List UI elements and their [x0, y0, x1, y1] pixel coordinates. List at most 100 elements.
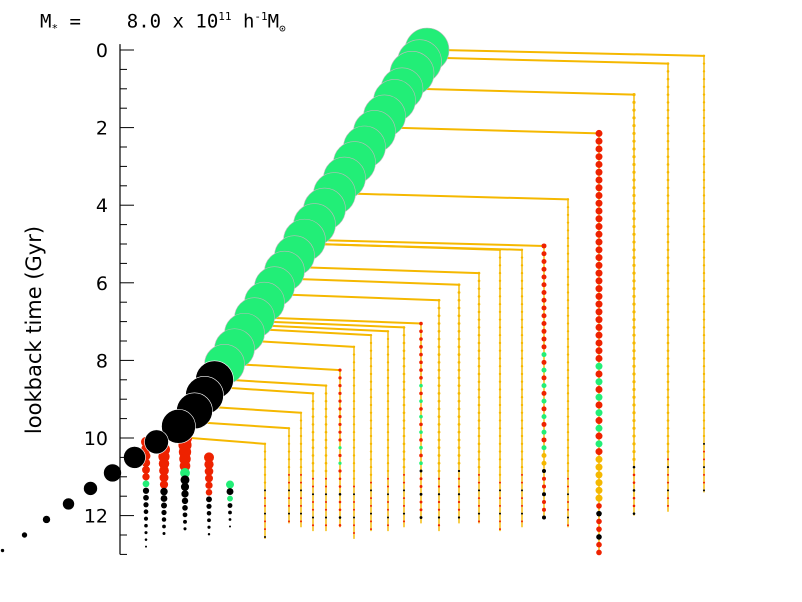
progenitor-point	[595, 432, 603, 440]
progenitor-point	[666, 403, 670, 407]
progenitor-point	[702, 427, 706, 430]
progenitor-point	[324, 446, 328, 450]
progenitor-point	[541, 352, 547, 358]
progenitor-point	[264, 489, 266, 492]
progenitor-point	[419, 445, 423, 450]
progenitor-point	[632, 116, 636, 120]
progenitor-point	[324, 485, 328, 488]
progenitor-point	[324, 399, 328, 403]
progenitor-point	[498, 310, 502, 314]
progenitor-point	[437, 500, 441, 504]
progenitor-point	[595, 129, 603, 137]
progenitor-point	[632, 473, 636, 477]
progenitor-point	[595, 192, 603, 199]
progenitor-point	[352, 345, 356, 349]
progenitor-point	[520, 295, 524, 298]
progenitor-point	[324, 516, 328, 519]
progenitor-point	[520, 396, 524, 399]
progenitor-point	[419, 376, 423, 380]
clump-point	[159, 480, 169, 489]
progenitor-point	[702, 77, 706, 81]
main-branch-point	[0, 548, 5, 553]
progenitor-point	[595, 285, 603, 293]
progenitor-point	[477, 465, 481, 469]
progenitor-point	[369, 357, 373, 360]
progenitor-point	[287, 465, 291, 469]
progenitor-point	[632, 457, 636, 461]
progenitor-point	[666, 147, 670, 151]
progenitor-point	[352, 430, 356, 434]
progenitor-point	[353, 532, 355, 535]
main-branch-point	[62, 497, 75, 511]
progenitor-point	[632, 333, 636, 337]
progenitor-point	[370, 481, 372, 484]
y-tick-label: 0	[96, 40, 108, 62]
progenitor-point	[632, 387, 636, 392]
progenitor-point	[702, 326, 706, 329]
progenitor-point	[299, 450, 303, 453]
y-tick-label: 2	[96, 118, 108, 140]
progenitor-point	[595, 401, 603, 409]
progenitor-point	[263, 481, 267, 484]
progenitor-point	[264, 497, 266, 500]
progenitor-point	[499, 497, 501, 500]
progenitor-point	[702, 108, 706, 112]
progenitor-point	[311, 446, 315, 450]
progenitor-point	[311, 477, 315, 480]
progenitor-point	[566, 376, 570, 380]
progenitor-point	[477, 450, 481, 453]
progenitor-point	[419, 453, 423, 458]
progenitor-point	[566, 260, 570, 263]
progenitor-point	[541, 460, 547, 466]
progenitor-point	[457, 485, 461, 488]
progenitor-point	[541, 297, 547, 303]
progenitor-point	[632, 489, 636, 492]
progenitor-point	[300, 473, 302, 476]
progenitor-point	[288, 512, 290, 515]
main-branch-point	[144, 429, 169, 455]
merge-line	[300, 266, 480, 275]
progenitor-point	[324, 407, 328, 411]
progenitor-point	[666, 411, 670, 415]
progenitor-point	[520, 287, 524, 290]
progenitor-point	[324, 392, 328, 395]
progenitor-point	[477, 333, 481, 337]
progenitor-point	[595, 184, 603, 192]
main-branch-point	[83, 481, 98, 496]
progenitor-point	[498, 427, 502, 430]
merge-line	[283, 293, 440, 302]
progenitor-point	[595, 238, 603, 246]
progenitor-point	[370, 504, 372, 507]
clump-point	[181, 497, 189, 505]
progenitor-point	[666, 357, 670, 360]
progenitor-point	[402, 465, 406, 469]
progenitor-point	[338, 446, 342, 450]
progenitor-point	[477, 295, 481, 298]
progenitor-point	[566, 462, 570, 465]
progenitor-point	[477, 520, 481, 523]
progenitor-point	[477, 279, 481, 283]
progenitor-point	[353, 516, 355, 519]
progenitor-point	[632, 496, 636, 500]
progenitor-point	[324, 508, 328, 511]
progenitor-point	[595, 292, 603, 300]
progenitor-point	[419, 461, 423, 466]
progenitor-point	[352, 454, 356, 457]
progenitor-point	[595, 354, 603, 362]
progenitor-point	[702, 93, 706, 96]
progenitor-point	[437, 446, 441, 450]
y-tick-label: 8	[96, 350, 108, 372]
progenitor-point	[632, 465, 636, 469]
merge-line	[238, 363, 341, 372]
clump-point	[228, 510, 232, 515]
progenitor-point	[288, 473, 290, 476]
progenitor-point	[520, 442, 524, 446]
progenitor-point	[387, 501, 389, 504]
progenitor-point	[402, 341, 406, 345]
progenitor-point	[352, 368, 356, 372]
progenitor-point	[499, 520, 501, 523]
progenitor-point	[541, 445, 547, 451]
progenitor-point	[338, 368, 342, 372]
clump-point	[143, 509, 149, 515]
